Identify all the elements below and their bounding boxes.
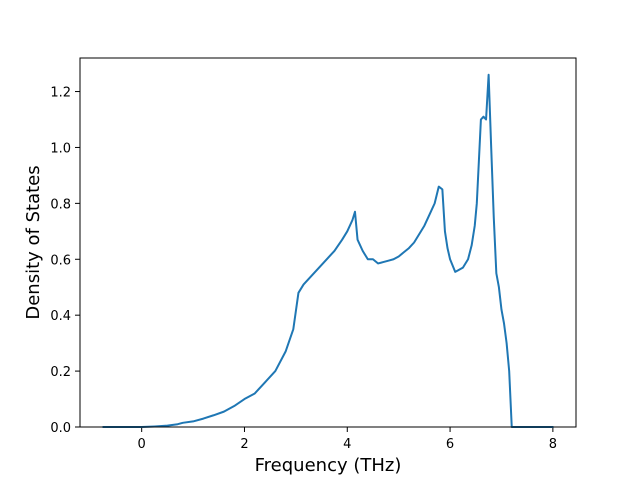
- y-tick-label: 1.2: [50, 86, 71, 101]
- dos-series-line: [102, 73, 554, 428]
- y-tick-label: 0.6: [50, 253, 71, 268]
- y-tick-label: 0.8: [50, 197, 71, 212]
- ticks: 0 2 4 6 8 0.0 0.2 0.4 0.6 0.8 1.0 1.2: [50, 86, 557, 452]
- plot-frame: [79, 57, 577, 428]
- x-tick-label: 2: [240, 437, 248, 452]
- y-axis-label: Density of States: [23, 165, 44, 319]
- y-tick-label: 0.4: [50, 309, 71, 324]
- x-tick-label: 4: [343, 437, 351, 452]
- x-axis-label: Frequency (THz): [255, 455, 402, 476]
- x-tick-label: 6: [446, 437, 454, 452]
- x-tick-label: 8: [549, 437, 557, 452]
- x-tick-label: 0: [138, 437, 146, 452]
- y-tick-label: 0.0: [50, 421, 71, 436]
- y-tick-label: 1.0: [50, 141, 71, 156]
- y-tick-label: 0.2: [50, 365, 71, 380]
